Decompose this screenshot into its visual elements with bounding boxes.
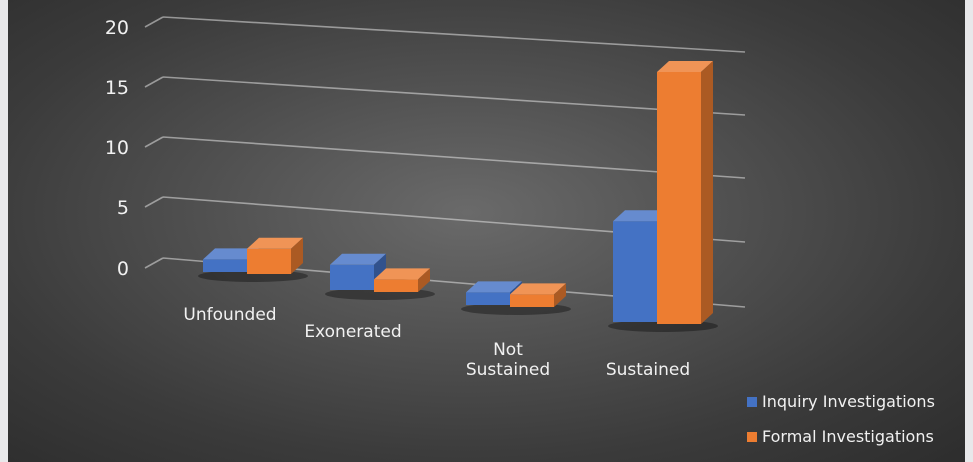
bar-top bbox=[510, 283, 566, 295]
gridline bbox=[162, 76, 746, 116]
bar bbox=[330, 253, 386, 290]
bar bbox=[510, 283, 566, 307]
y-tick-label: 10 bbox=[105, 137, 129, 159]
bar-side bbox=[554, 283, 566, 307]
bar-side bbox=[291, 237, 303, 274]
chart-frame: 0 5 10 15 20 Unfounded Exonerated Not Sustained S… bbox=[8, 0, 965, 462]
x-tick-label: Exonerated bbox=[304, 322, 401, 342]
y-tick-label: 20 bbox=[105, 17, 129, 39]
bar-top bbox=[613, 210, 669, 222]
legend-swatch bbox=[747, 397, 757, 407]
x-tick-label: Unfounded bbox=[183, 305, 276, 325]
gridline bbox=[162, 136, 746, 179]
legend-swatch bbox=[747, 432, 757, 442]
gridline-corner bbox=[144, 76, 164, 88]
bar-group: Exonerated bbox=[304, 253, 435, 342]
bar-top bbox=[657, 61, 713, 72]
bar-front bbox=[510, 294, 554, 307]
bar-front bbox=[374, 279, 418, 292]
bar-front bbox=[247, 248, 291, 274]
legend-item: Inquiry Investigations bbox=[747, 392, 935, 411]
gridlines bbox=[144, 16, 746, 308]
bar-front bbox=[466, 292, 510, 305]
bar-front bbox=[613, 221, 657, 322]
gridline bbox=[162, 16, 746, 53]
bar-group: Not Sustained bbox=[461, 281, 571, 380]
bar-top bbox=[330, 253, 386, 265]
y-tick-label: 15 bbox=[105, 77, 129, 99]
bar-front bbox=[657, 72, 701, 324]
legend-label: Formal Investigations bbox=[762, 427, 934, 446]
bar-chart-3d: 0 5 10 15 20 Unfounded Exonerated Not Sustained S… bbox=[105, 16, 935, 446]
bar-group: Unfounded bbox=[183, 237, 308, 325]
bar-top bbox=[466, 281, 522, 293]
bar-front bbox=[203, 259, 247, 272]
x-tick-label: Not Sustained bbox=[466, 340, 550, 380]
bar-side bbox=[418, 268, 430, 292]
bar-top bbox=[247, 237, 303, 249]
bar bbox=[374, 268, 430, 292]
x-tick-label: Sustained bbox=[606, 360, 690, 380]
bar-side bbox=[701, 61, 713, 324]
bar-group: Sustained bbox=[606, 61, 718, 380]
gridline-corner bbox=[144, 136, 164, 148]
gridline-corner bbox=[144, 257, 164, 269]
y-tick-label: 0 bbox=[117, 258, 129, 280]
gridline-corner bbox=[144, 196, 164, 208]
bars: Unfounded Exonerated Not Sustained Sustained bbox=[183, 61, 718, 380]
bar-top bbox=[374, 268, 430, 280]
y-tick-label: 5 bbox=[117, 197, 129, 219]
bar bbox=[203, 248, 259, 272]
bar-top bbox=[203, 248, 259, 260]
legend: Inquiry Investigations Formal Investigati… bbox=[747, 392, 935, 446]
y-tick-labels: 0 5 10 15 20 bbox=[105, 17, 129, 280]
bar bbox=[657, 61, 713, 324]
legend-item: Formal Investigations bbox=[747, 427, 934, 446]
gridline-corner bbox=[144, 16, 164, 28]
bar bbox=[247, 237, 303, 274]
bar-front bbox=[330, 264, 374, 290]
legend-label: Inquiry Investigations bbox=[762, 392, 935, 411]
